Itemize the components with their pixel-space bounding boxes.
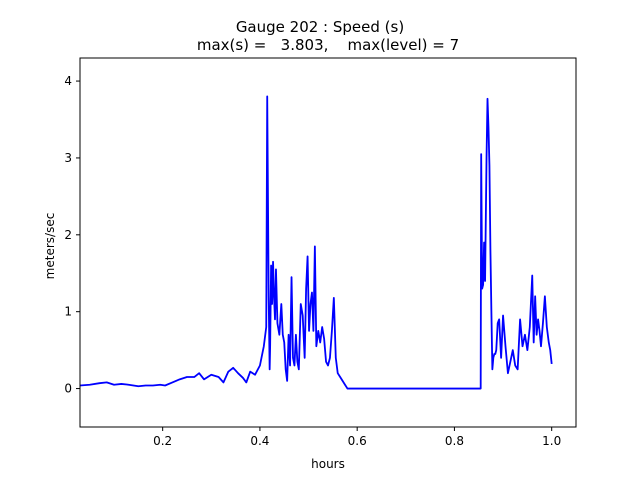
x-tick-label: 1.0 xyxy=(542,434,561,448)
x-axis-label: hours xyxy=(311,457,345,471)
series-line-0 xyxy=(79,95,553,390)
x-axis-ticks: 0.2 0.4 0.6 0.8 1.0 xyxy=(153,427,561,448)
x-tick-label: 0.4 xyxy=(250,434,269,448)
y-tick-label: 2 xyxy=(64,228,72,242)
x-tick-label: 0.2 xyxy=(153,434,172,448)
y-tick-label: 4 xyxy=(64,74,72,88)
chart-title: Gauge 202 : Speed (s) xyxy=(236,18,404,36)
chart-subtitle: max(s) = 3.803, max(level) = 7 xyxy=(197,36,459,54)
y-axis-ticks: 0 1 2 3 4 xyxy=(64,74,80,396)
y-tick-label: 3 xyxy=(64,151,72,165)
plot-area xyxy=(79,57,577,428)
x-tick-label: 0.6 xyxy=(348,434,367,448)
y-axis-label: meters/sec xyxy=(43,213,57,280)
plot-frame xyxy=(79,57,577,428)
y-tick-label: 0 xyxy=(64,382,72,396)
series-layer xyxy=(79,95,553,390)
y-tick-label: 1 xyxy=(64,305,72,319)
x-tick-label: 0.8 xyxy=(445,434,464,448)
